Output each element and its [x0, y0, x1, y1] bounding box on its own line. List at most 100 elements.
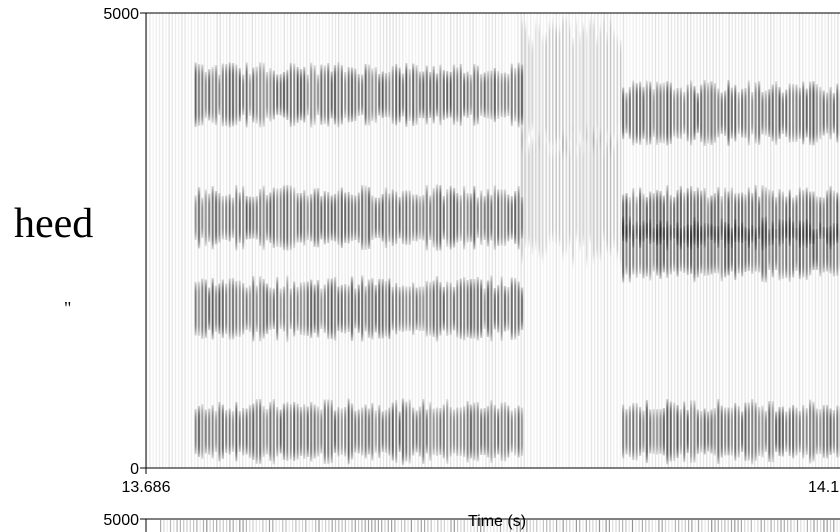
spectrogram-striation-2: [651, 520, 653, 532]
spectrogram-striation-2: [615, 520, 617, 532]
spectrogram-striation-2: [727, 520, 729, 532]
formant-band-stripe: [737, 228, 740, 271]
formant-band-stripe: [693, 403, 696, 460]
formant-band-stripe: [306, 76, 309, 114]
formant-band-stripe: [836, 225, 839, 274]
spectrogram-striation-2: [163, 520, 165, 532]
formant-band-stripe: [368, 189, 370, 246]
spectrogram-striation: [184, 13, 186, 468]
x-tick-label-start: 13.686: [122, 479, 171, 496]
spectrogram-striation-2: [285, 520, 287, 532]
spectrogram-striation: [594, 13, 596, 468]
spectrogram-striation-2: [278, 520, 280, 532]
spectrogram-striation-2: [222, 520, 224, 532]
spectrogram-striation: [312, 13, 314, 468]
spectrogram-striation: [334, 13, 337, 468]
spectrogram-striation-2: [457, 520, 459, 532]
formant-band-stripe: [628, 219, 631, 280]
formant-band-stripe: [781, 222, 784, 277]
spectrogram-striation-2: [443, 520, 445, 532]
formant-band-stripe: [507, 289, 510, 329]
formant-band-stripe: [616, 39, 618, 133]
spectrogram-striation-2: [193, 520, 195, 532]
formant-band-stripe: [279, 411, 282, 452]
spectrogram-striation: [318, 13, 321, 468]
formant-band-stripe: [459, 409, 462, 454]
spectrogram-striation-2: [404, 520, 406, 532]
formant-band-stripe: [758, 409, 761, 454]
formant-band-stripe: [490, 72, 493, 117]
formant-band-stripe: [378, 76, 381, 114]
formant-band-stripe: [218, 195, 221, 240]
formant-band-stripe: [747, 83, 750, 143]
formant-band-stripe: [245, 410, 248, 453]
spectrogram-striation-2: [691, 520, 693, 532]
formant-band-stripe: [507, 76, 510, 114]
formant-band-stripe: [517, 408, 520, 455]
formant-band-stripe: [436, 187, 438, 248]
formant-band-stripe: [391, 192, 394, 244]
formant-band-stripe: [194, 65, 197, 124]
formant-band-stripe: [221, 282, 224, 336]
formant-band-stripe: [686, 412, 689, 451]
formant-band-stripe: [832, 193, 835, 243]
spectrogram-striation-2: [760, 520, 762, 532]
formant-band-stripe: [662, 85, 665, 141]
formant-band-stripe: [693, 220, 696, 279]
formant-band-stripe: [676, 90, 679, 136]
spectrogram-striation-2: [655, 520, 657, 532]
formant-band-stripe: [385, 412, 387, 451]
spectrogram-striation-2: [490, 520, 492, 532]
formant-band-stripe: [232, 281, 234, 337]
spectrogram-striation-2: [212, 520, 214, 532]
formant-band-stripe: [456, 282, 459, 335]
formant-band-stripe: [249, 76, 251, 114]
formant-band-stripe: [710, 227, 713, 272]
formant-band-stripe: [276, 280, 279, 338]
formant-band-stripe: [463, 408, 466, 455]
formant-band-stripe: [218, 286, 221, 332]
formant-band-stripe: [194, 284, 197, 333]
spectrogram-striation: [376, 13, 378, 468]
formant-band-stripe: [645, 83, 648, 143]
formant-band-stripe: [683, 404, 686, 459]
formant-band-stripe: [521, 289, 523, 328]
formant-band-stripe: [249, 287, 251, 330]
spectrogram-striation-2: [176, 520, 178, 532]
formant-band-stripe: [819, 225, 822, 274]
formant-band-stripe: [293, 190, 296, 245]
formant-band-stripe: [381, 196, 384, 240]
formant-band-stripe: [245, 289, 248, 328]
spectrogram-striation-2: [806, 520, 808, 532]
formant-band-stripe: [788, 220, 791, 279]
spectrogram-striation-2: [787, 520, 789, 532]
formant-band-stripe: [473, 188, 476, 247]
formant-band-stripe: [252, 406, 255, 458]
formant-band-stripe: [412, 409, 415, 454]
spectrogram-striation-2: [519, 520, 521, 532]
formant-band-stripe: [429, 284, 432, 333]
formant-band-stripe: [249, 198, 251, 237]
spectrogram-striation-2: [546, 520, 548, 532]
formant-band-stripe: [347, 401, 350, 462]
formant-band-stripe: [238, 70, 241, 119]
formant-band-stripe: [775, 413, 778, 450]
formant-band-stripe: [822, 229, 825, 271]
formant-band-stripe: [683, 228, 686, 271]
formant-band-stripe: [334, 412, 336, 451]
spectrogram-striation-2: [681, 520, 683, 532]
formant-band-stripe: [775, 84, 778, 142]
formant-band-stripe: [785, 224, 788, 276]
formant-band-stripe: [700, 412, 703, 451]
spectrogram-striation-2: [245, 520, 247, 532]
formant-band-stripe: [303, 192, 306, 243]
spectrogram-striation-2: [628, 520, 630, 532]
spectrogram-striation-2: [305, 520, 307, 532]
formant-band-stripe: [238, 413, 241, 450]
spectrogram-striation: [488, 13, 490, 468]
formant-band-stripe: [320, 67, 323, 123]
spectrogram-striation-2: [295, 520, 297, 532]
formant-band-stripe: [548, 150, 550, 240]
formant-band-stripe: [269, 404, 272, 459]
spectrogram-striation: [664, 13, 666, 468]
